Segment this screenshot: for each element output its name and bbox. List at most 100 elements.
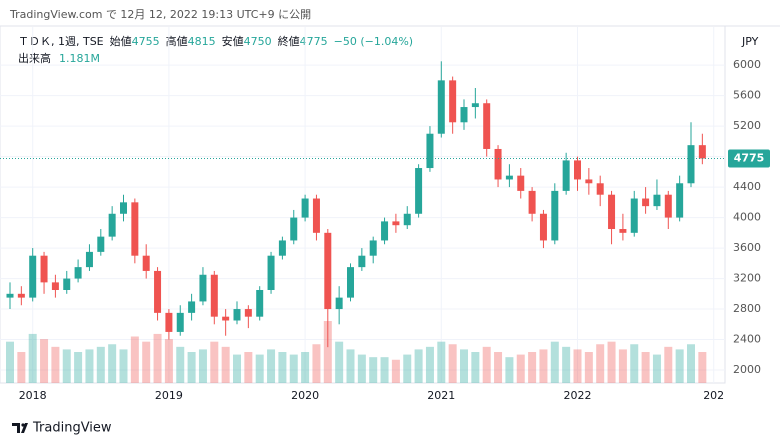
volume-bar <box>369 357 378 383</box>
candle-body <box>40 255 48 283</box>
candle-body <box>324 232 332 310</box>
candle-body <box>415 168 423 214</box>
volume-bar <box>108 344 117 383</box>
candle-body <box>256 289 264 317</box>
candle-body <box>483 103 491 149</box>
candle-body <box>29 255 37 298</box>
volume-bar <box>74 352 83 383</box>
candle-body <box>449 80 457 123</box>
candle-body <box>664 194 672 218</box>
volume-bar <box>494 352 503 383</box>
logo <box>12 423 28 433</box>
candle-body <box>267 255 275 290</box>
open: 4755 <box>132 35 160 48</box>
volume-bar <box>414 349 423 383</box>
y-tick-label: 6000 <box>733 58 761 71</box>
candle-body <box>97 236 105 252</box>
candle-body <box>426 133 434 169</box>
candle-body <box>278 240 286 256</box>
volume-bar <box>539 349 548 383</box>
volume-bar <box>233 354 241 383</box>
candle-body <box>63 278 71 290</box>
candle-body <box>74 267 82 279</box>
high-label: 高値 <box>166 34 188 48</box>
volume-bar <box>403 354 412 383</box>
volume-bar <box>267 349 276 383</box>
candle-body <box>233 309 241 321</box>
candle-body <box>154 270 162 313</box>
volume-bar <box>323 321 332 383</box>
volume-bar <box>596 344 605 383</box>
volume-bar <box>142 341 151 383</box>
volume: 1.181M <box>59 52 100 65</box>
candle-body <box>85 251 93 268</box>
candle-body <box>210 274 218 317</box>
last-price-label: 4775 <box>734 151 765 164</box>
volume-bar <box>687 344 695 383</box>
volume-bar <box>550 341 559 383</box>
y-tick-label: 5200 <box>733 119 761 132</box>
candle-body <box>608 194 616 230</box>
volume-bar <box>176 346 185 383</box>
candle-body <box>6 293 14 298</box>
y-tick-label: 3200 <box>733 272 761 285</box>
candle-body <box>222 316 230 321</box>
volume-bar <box>85 349 94 383</box>
high: 4815 <box>188 35 216 48</box>
y-tick-label: 4400 <box>733 180 761 193</box>
volume-bar <box>6 341 14 383</box>
currency: JPY <box>741 35 759 48</box>
volume-bar <box>96 346 105 383</box>
y-tick-label: 5600 <box>733 89 761 102</box>
volume-bar <box>62 349 71 383</box>
volume-bar <box>630 344 639 383</box>
volume-bar <box>278 352 287 383</box>
candle-body <box>381 221 389 241</box>
y-tick-label: 2800 <box>733 302 761 315</box>
volume-bar <box>528 352 537 383</box>
volume-bar <box>346 349 355 383</box>
volume-bar <box>698 352 707 383</box>
volume-bar <box>255 354 264 383</box>
header: TradingView.com で 12月 12, 2022 19:13 UTC… <box>9 8 311 21</box>
candle-body <box>17 293 25 298</box>
legend: ＴＤＫ, 1週, TSE 始値4755 高値4815 安値4750 終値4775 −50 … <box>18 34 413 48</box>
volume-bar <box>573 349 582 383</box>
volume-bar <box>664 346 673 383</box>
volume-bar <box>40 339 49 383</box>
volume-bar <box>357 354 366 383</box>
candle-body <box>290 217 298 241</box>
y-tick-label: 3600 <box>733 241 761 254</box>
change: −50 (−1.04%) <box>334 35 413 48</box>
volume-bar <box>584 352 593 383</box>
volume-bar <box>425 346 434 383</box>
x-tick-label: 2020 <box>291 389 319 402</box>
low: 4750 <box>244 35 272 48</box>
volume-bar <box>562 346 571 383</box>
candle-body <box>528 190 536 214</box>
candle-body <box>437 80 445 134</box>
candle-body <box>120 202 127 214</box>
candle-body <box>596 183 604 195</box>
candle-body <box>244 309 252 317</box>
volume-bar <box>28 333 37 383</box>
volume-bar <box>505 357 514 383</box>
last-price-tag <box>728 149 770 168</box>
volume-bar <box>607 341 616 383</box>
candle-body <box>619 229 627 233</box>
candle-body <box>301 198 309 218</box>
candle-body <box>131 202 139 256</box>
footer: TradingView <box>32 421 112 436</box>
candle-body <box>165 312 173 332</box>
candle-body <box>347 267 354 298</box>
volume-bar <box>119 349 128 383</box>
volume-bar <box>335 341 344 383</box>
candle-body <box>494 148 502 180</box>
candle-body <box>574 160 581 180</box>
open-label: 始値 <box>110 34 132 48</box>
volume-bar <box>289 354 298 383</box>
volume-bar <box>652 354 661 383</box>
candle-body <box>176 312 184 332</box>
volume-bar <box>210 341 219 383</box>
